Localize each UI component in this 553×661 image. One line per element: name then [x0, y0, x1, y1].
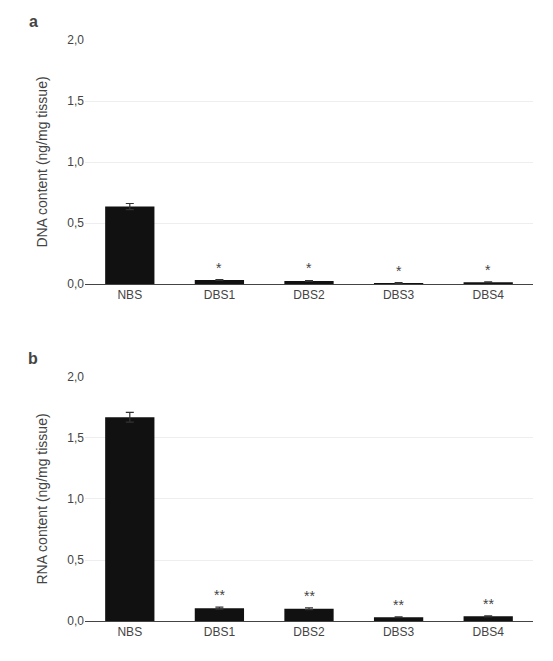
- svg-text:NBS: NBS: [117, 288, 142, 302]
- svg-text:1,5: 1,5: [67, 94, 84, 108]
- svg-text:DBS3: DBS3: [383, 288, 415, 302]
- svg-text:1,0: 1,0: [67, 155, 84, 169]
- svg-text:NBS: NBS: [117, 625, 142, 639]
- svg-text:DBS4: DBS4: [473, 625, 505, 639]
- svg-text:**: **: [214, 587, 225, 603]
- svg-text:2,0: 2,0: [67, 370, 84, 384]
- svg-text:2,0: 2,0: [67, 33, 84, 47]
- svg-text:DBS1: DBS1: [204, 288, 236, 302]
- svg-text:0,5: 0,5: [67, 216, 84, 230]
- svg-text:1,5: 1,5: [67, 431, 84, 445]
- svg-text:**: **: [304, 588, 315, 604]
- svg-text:DBS2: DBS2: [293, 288, 325, 302]
- svg-text:0,0: 0,0: [67, 277, 84, 291]
- svg-text:*: *: [396, 263, 402, 279]
- svg-text:*: *: [216, 260, 222, 276]
- svg-text:0,0: 0,0: [67, 614, 84, 628]
- svg-text:*: *: [306, 260, 312, 276]
- svg-text:a: a: [29, 13, 38, 30]
- svg-text:0,5: 0,5: [67, 553, 84, 567]
- svg-text:**: **: [393, 597, 404, 613]
- svg-text:DBS2: DBS2: [293, 625, 325, 639]
- svg-text:DBS4: DBS4: [473, 288, 505, 302]
- svg-text:*: *: [485, 262, 491, 278]
- svg-text:b: b: [28, 350, 38, 367]
- svg-text:RNA content (ng/mg tissue): RNA content (ng/mg tissue): [34, 413, 50, 584]
- svg-text:**: **: [483, 596, 494, 612]
- svg-text:1,0: 1,0: [67, 492, 84, 506]
- svg-text:DNA content (ng/mg tissue): DNA content (ng/mg tissue): [34, 76, 50, 247]
- svg-text:DBS3: DBS3: [383, 625, 415, 639]
- svg-text:DBS1: DBS1: [204, 625, 236, 639]
